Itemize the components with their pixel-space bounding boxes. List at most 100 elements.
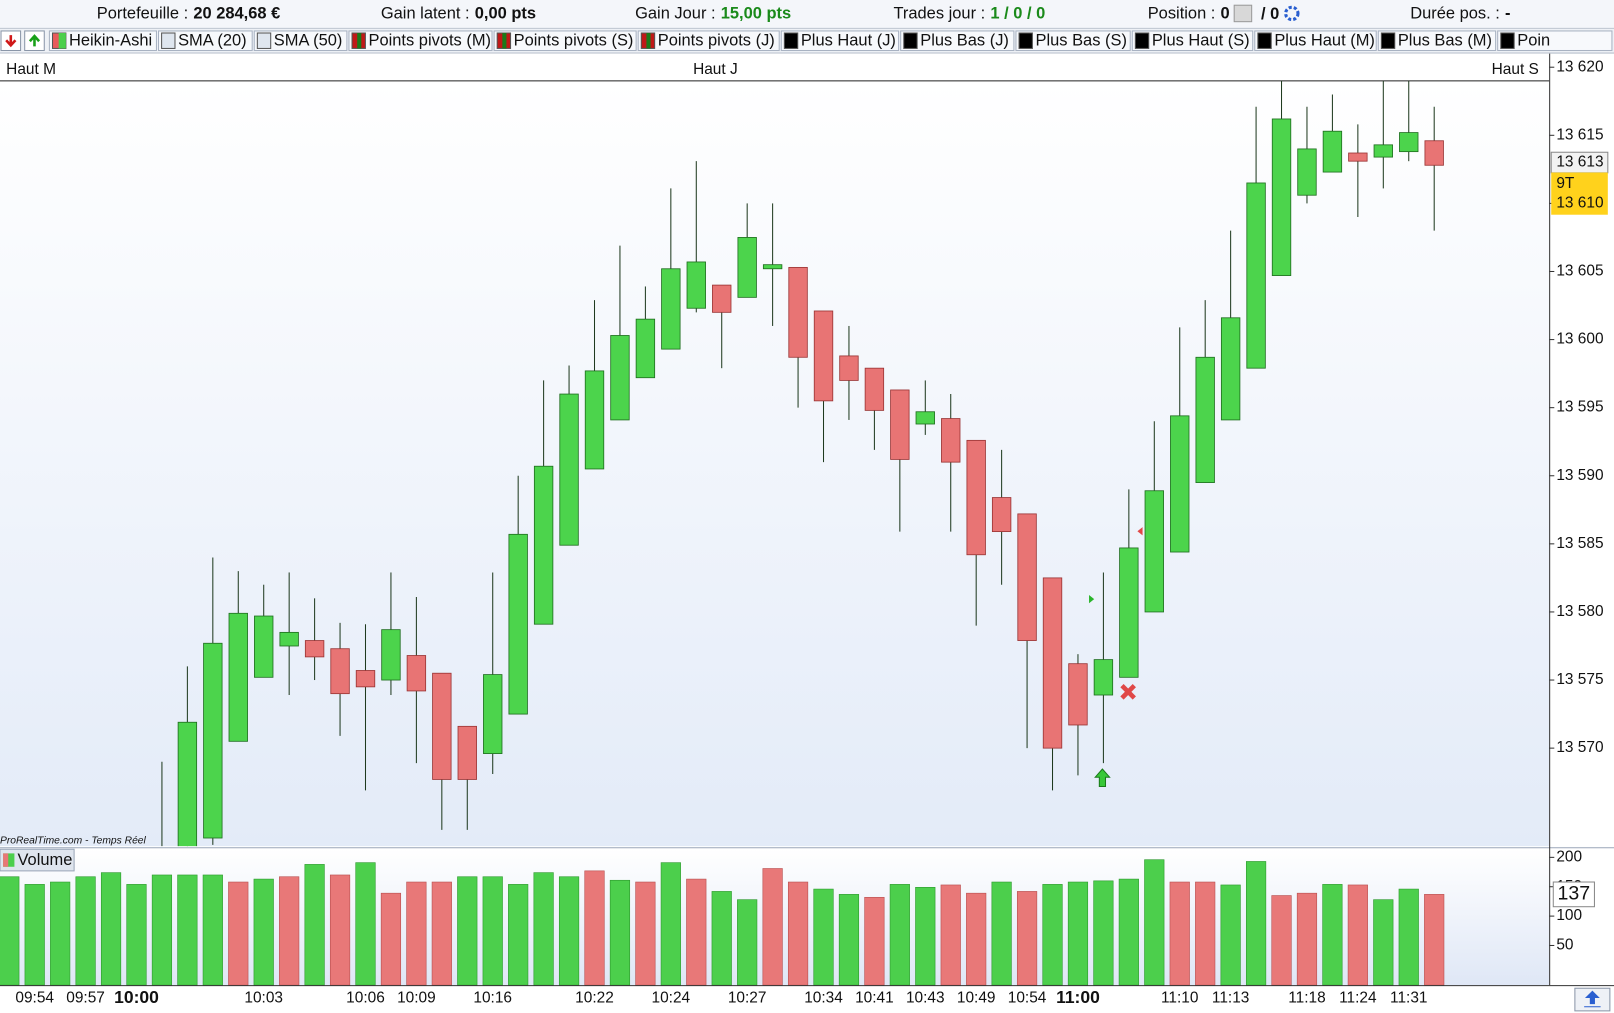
- volume-bar: [889, 884, 910, 986]
- candle-body: [330, 648, 350, 695]
- volume-bar: [915, 887, 936, 986]
- volume-bar: [966, 892, 987, 986]
- volume-bar: [1347, 884, 1368, 986]
- volume-bar: [126, 884, 147, 986]
- indicator-tab[interactable]: [1015, 30, 1131, 52]
- volume-bar: [1398, 888, 1419, 986]
- sell-marker: [1120, 683, 1136, 700]
- y-tick-label: 13 615: [1556, 126, 1603, 143]
- volume-bar: [1118, 878, 1139, 986]
- indicator-icon: [1134, 32, 1150, 49]
- candle-body: [686, 261, 706, 309]
- indicator-label: SMA (20): [178, 32, 247, 50]
- volume-bar: [660, 862, 681, 986]
- indicator-tab[interactable]: [637, 30, 780, 52]
- indicator-label: Plus Bas (S): [1036, 32, 1127, 50]
- indicator-icon: [1257, 32, 1272, 49]
- close-position-icon[interactable]: [1233, 4, 1253, 23]
- volume-bar: [787, 881, 809, 986]
- volume-bar: [75, 876, 96, 986]
- candle-body: [406, 655, 427, 692]
- current-volume-label: 137: [1558, 883, 1591, 905]
- candle-body: [1068, 663, 1088, 726]
- candle-body: [1373, 144, 1393, 158]
- indicator-tab[interactable]: [158, 30, 253, 52]
- volume-bar: [1296, 892, 1318, 986]
- candle-body: [457, 725, 477, 780]
- candle-body: [839, 355, 859, 381]
- indicator-tab[interactable]: [1377, 30, 1497, 52]
- x-tick-label: 10:03: [244, 990, 283, 1007]
- volume-bar: [686, 878, 707, 986]
- settings-icon[interactable]: [1284, 5, 1300, 22]
- alert-box: [1551, 172, 1608, 215]
- indicator-label: Points pivots (M): [369, 32, 492, 50]
- header-label: Gain Jour :: [635, 5, 715, 23]
- y-tick-label: 13 595: [1556, 399, 1603, 416]
- volume-bar: [635, 881, 656, 986]
- volume-bar: [508, 884, 529, 986]
- candle-body: [1220, 317, 1241, 421]
- volume-bar: [737, 899, 758, 986]
- volume-bar: [1042, 884, 1063, 986]
- volume-bar: [1220, 884, 1241, 986]
- candle-body: [1119, 547, 1139, 678]
- indicator-tab[interactable]: [780, 30, 900, 52]
- x-tick-label: 11:00: [1056, 987, 1100, 1007]
- indicator-label: Plus Bas (M): [1398, 32, 1492, 50]
- candle-body: [177, 721, 198, 847]
- indicator-tab[interactable]: [48, 30, 157, 52]
- volume-bar: [50, 881, 71, 986]
- candle-body: [864, 367, 885, 411]
- candles: [161, 80, 1444, 847]
- volume-bar: [279, 876, 300, 986]
- header-label: Gain latent :: [381, 5, 470, 23]
- volume-bar: [0, 876, 20, 986]
- level-label: Haut M: [6, 61, 56, 78]
- volume-bar: [813, 888, 834, 986]
- x-tick-label: 11:10: [1161, 990, 1199, 1007]
- indicator-icon: [256, 32, 272, 49]
- x-tick-label: 10:49: [957, 990, 996, 1007]
- y-tick-label: 13 570: [1556, 739, 1603, 756]
- indicator-tab[interactable]: [348, 30, 493, 52]
- indicator-tab[interactable]: [1254, 30, 1377, 52]
- candle-body: [610, 335, 630, 421]
- indicator-icon: [161, 32, 176, 49]
- indicator-tab[interactable]: [493, 30, 637, 52]
- volume-bar: [838, 894, 860, 986]
- candle-body: [1271, 118, 1292, 276]
- volume-bar: [431, 881, 452, 986]
- x-tick-label: 10:27: [728, 990, 767, 1007]
- volume-bar: [1067, 881, 1089, 986]
- volume-bar: [609, 879, 631, 986]
- volume-bar: [864, 896, 885, 986]
- volume-bar: [406, 881, 427, 986]
- indicator-tab[interactable]: [253, 30, 348, 52]
- candle-body: [712, 284, 732, 313]
- header-item: Durée pos. :-: [1410, 5, 1510, 23]
- header-label: Durée pos. :: [1410, 5, 1500, 23]
- candle-body: [508, 533, 528, 715]
- volume-bars: [0, 859, 1445, 986]
- volume-bar: [533, 872, 554, 986]
- candle-body: [381, 629, 401, 681]
- volume-bar: [1271, 895, 1292, 986]
- indicator-icon: [502, 33, 507, 49]
- header-label: Portefeuille :: [97, 5, 188, 23]
- indicator-tab[interactable]: [1497, 30, 1613, 52]
- x-tick-label: 09:54: [15, 990, 54, 1007]
- alert-timer: 9T: [1556, 175, 1575, 192]
- candle-body: [1093, 659, 1114, 696]
- indicator-label: Points pivots (J): [658, 32, 775, 50]
- x-tick-label: 10:22: [575, 990, 614, 1007]
- indicator-icon: [58, 33, 66, 49]
- candle-body: [635, 318, 656, 379]
- candle-body: [941, 418, 961, 463]
- candle-body: [1042, 577, 1063, 749]
- candle-body: [1170, 415, 1190, 553]
- volume-title: Volume: [17, 851, 72, 869]
- indicator-tab[interactable]: [1131, 30, 1254, 52]
- indicator-tab[interactable]: [900, 30, 1015, 52]
